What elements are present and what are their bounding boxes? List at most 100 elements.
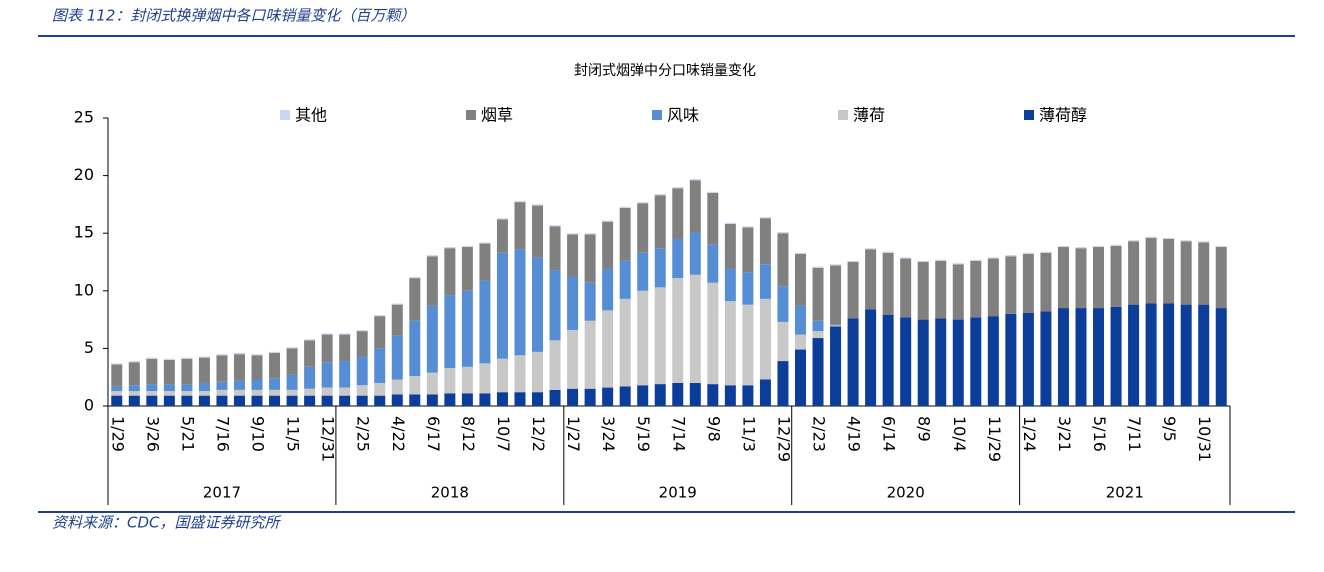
bar-segment [584,233,596,235]
bar-segment [619,386,631,406]
bar-segment [374,382,386,396]
x-tick-label: 5/21 [178,416,197,452]
bar-segment [777,321,789,362]
bar-segment [514,392,526,406]
bar-segment [339,387,351,396]
x-tick-label: 2/25 [354,416,373,452]
bar-segment [356,329,368,332]
bar-segment [304,340,316,367]
bar-segment [707,191,719,193]
bar-segment [1005,313,1017,406]
bar-segment [1180,240,1192,242]
bar-segment [847,260,859,262]
bar-segment [812,266,824,268]
bar-segment [830,326,842,406]
bar-segment [339,361,351,388]
bar-segment [409,376,421,395]
bar-segment [1180,304,1192,406]
bar-segment [1110,245,1122,307]
bar-segment [479,242,491,244]
chart-title: 封闭式烟弹中分口味销量变化 [574,63,756,79]
bar-segment [1075,308,1087,406]
bar-segment [128,362,140,386]
bar-segment [1198,242,1210,305]
bar-segment [637,202,649,204]
x-tick-label: 7/14 [669,416,688,452]
x-tick-label: 1/24 [1020,416,1039,452]
legend-swatch [1024,110,1034,120]
bar-segment [567,276,579,330]
bar-segment [1145,236,1157,238]
x-tick-label: 9/10 [249,416,268,452]
bar-segment [146,384,158,392]
bar-segment [461,247,473,291]
bar-segment [619,206,631,208]
bar-segment [707,244,719,283]
bar-segment [970,260,982,318]
bar-segment [812,338,824,406]
bar-segment [1145,303,1157,406]
x-tick-label: 12/2 [529,416,548,452]
bar-segment [672,238,684,279]
bar-segment [286,374,298,390]
bar-segment [444,247,456,249]
bar-segment [567,234,579,277]
bar-segment [163,391,175,396]
bar-segment [444,295,456,368]
x-tick-label: 1/29 [108,416,127,452]
bar-segment [461,366,473,394]
bar-segment [286,347,298,349]
x-tick-label: 1/27 [564,416,583,452]
bar-segment [1110,244,1122,246]
bar-segment [987,316,999,406]
bar-segment [917,262,929,320]
bar-segment [602,220,614,222]
bar-segment [409,278,421,321]
bar-segment [970,317,982,406]
bar-segment [444,248,456,296]
bar-segment [1022,253,1034,313]
bar-segment [1093,245,1105,248]
bar-segment [216,354,228,356]
bar-segment [1075,247,1087,249]
bar-segment [128,391,140,396]
bar-segment [812,331,824,339]
bar-segment [602,310,614,388]
bar-segment [1040,311,1052,406]
bar-segment [672,187,684,189]
bar-segment [269,351,281,354]
bar-segment [1057,247,1069,309]
y-tick-label: 0 [84,396,94,415]
x-tick-label: 3/24 [599,416,618,452]
bar-segment [216,355,228,382]
bar-segment [584,234,596,283]
x-tick-label: 10/4 [950,416,969,452]
bar-segment [759,264,771,299]
x-tick-label: 2/23 [810,416,829,452]
bar-segment [707,192,719,245]
bar-segment [391,379,403,395]
legend-label: 其他 [295,106,327,125]
bar-segment [777,232,789,234]
y-tick-label: 15 [74,223,94,242]
bar-segment [111,395,123,406]
bar-segment [549,226,561,271]
bar-segment [1075,248,1087,309]
x-tick-label: 9/5 [1160,416,1179,442]
bar-segment [426,372,438,395]
bar-segment [304,395,316,406]
bar-segment [304,339,316,341]
bar-segment [251,389,263,396]
bar-segment [724,385,736,406]
bar-segment [1180,241,1192,305]
x-tick-label: 7/11 [1125,416,1144,452]
bar-segment [742,227,754,273]
bar-segment [128,361,140,363]
bar-segment [794,334,806,350]
bar-segment [339,334,351,362]
bar-segment [689,232,701,275]
bar-segment [777,361,789,406]
bar-segment [1040,251,1052,253]
bar-segment [532,351,544,393]
bar-segment [830,265,842,325]
